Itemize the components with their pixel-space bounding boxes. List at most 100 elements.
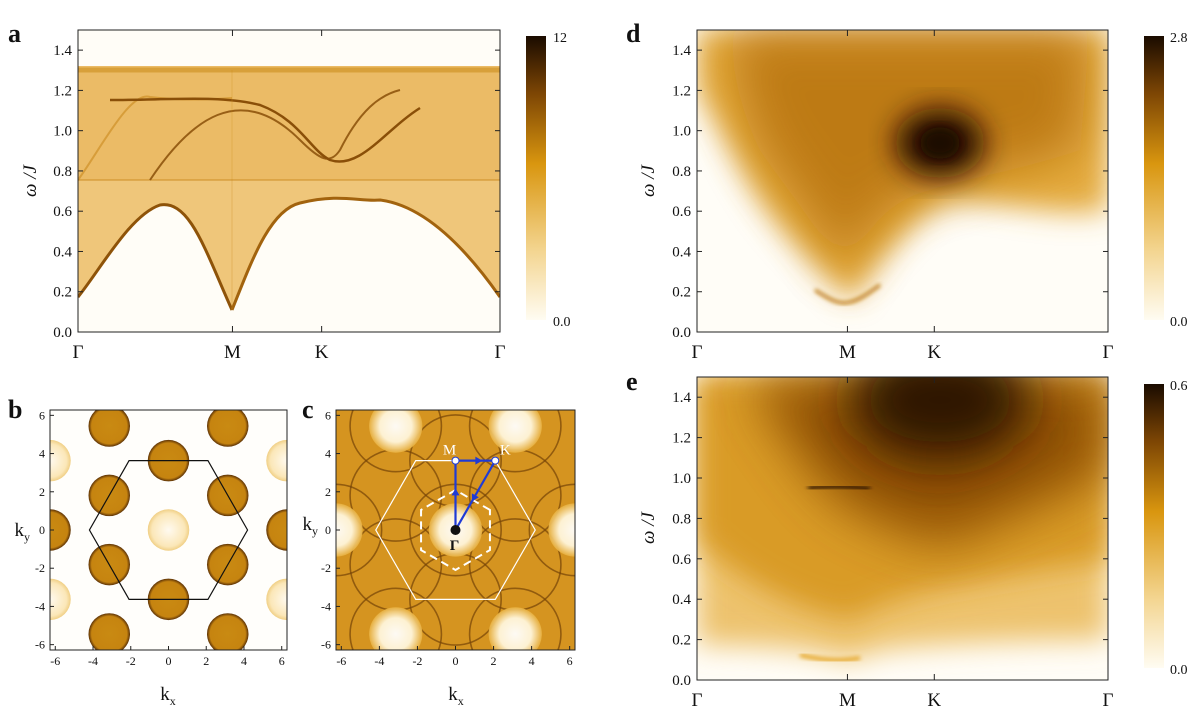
- x-tick-label: K: [927, 690, 941, 711]
- y-tick-label: 1.2: [672, 83, 691, 99]
- bright-region: [336, 503, 363, 557]
- y-axis-d: 0.0 0.2 0.4 0.6 0.8 1.0 1.2 1.4: [672, 43, 1108, 341]
- y-axis-label-a: ω /J: [20, 164, 41, 197]
- panel-d: d 0.0 0.2 0.4 0.6 0.8 1.0 1.2 1.4 ω /J Γ M K Γ 2.8…: [626, 19, 1188, 363]
- y-tick-label: 0.8: [672, 511, 691, 527]
- high-symmetry-path: Γ M K: [443, 443, 511, 554]
- circle-contour: [336, 483, 383, 577]
- heatmap-d: [697, 30, 1108, 332]
- y-tick-label: 0.6: [53, 204, 72, 220]
- panel-label-c: c: [302, 395, 314, 424]
- x-tick-label: -2: [412, 654, 422, 668]
- symmetry-label: Γ: [450, 538, 460, 554]
- y-tick-label: 1.4: [672, 390, 691, 406]
- y-tick-label: -4: [321, 599, 331, 613]
- colorbar-max-e: 0.6: [1170, 379, 1188, 394]
- intensity-spot: [266, 509, 287, 551]
- x-tick-label: 6: [567, 654, 573, 668]
- y-tick-label: 0: [325, 523, 331, 537]
- colorbar-d: [1144, 36, 1164, 320]
- y-tick-label: 1.0: [672, 471, 691, 487]
- path-arrow: [471, 493, 479, 502]
- colorbar-e: [1144, 384, 1164, 668]
- x-tick-label: K: [315, 342, 329, 363]
- heatmap-c: Γ M K: [336, 410, 575, 650]
- y-tick-label: 0.6: [672, 552, 691, 568]
- colorbar-a: [526, 36, 546, 320]
- panel-label-d: d: [626, 19, 641, 48]
- bright-region: [369, 410, 423, 453]
- panel-e: e 0.0 0.2 0.4 0.6 0.8 1.0 1.2 1.4 ω /J Γ M K Γ 0.6…: [626, 367, 1188, 711]
- circle-contour: [349, 587, 443, 650]
- circle-contour: [349, 410, 443, 473]
- x-tick-label: Γ: [495, 342, 506, 363]
- y-tick-label: 0.8: [672, 164, 691, 180]
- symmetry-point: [491, 456, 500, 465]
- y-tick-label: 1.4: [53, 43, 72, 59]
- y-tick-label: 0.2: [53, 285, 72, 301]
- circle-contour: [468, 587, 562, 650]
- x-tick-label: K: [927, 342, 941, 363]
- colorbar-max-d: 2.8: [1170, 31, 1188, 46]
- y-tick-label: 0.4: [672, 244, 691, 260]
- y-tick-label: 0.2: [672, 285, 691, 301]
- colorbar-min-a: 0.0: [553, 315, 571, 330]
- intensity-spot: [206, 410, 249, 447]
- x-tick-label: -6: [336, 654, 346, 668]
- y-axis-label-e: ω /J: [638, 511, 659, 544]
- heatmap-e: [697, 377, 1108, 680]
- circle-contour: [528, 483, 575, 577]
- x-tick-label: -2: [126, 654, 136, 668]
- bright-region: [488, 410, 542, 453]
- y-tick-label: 2: [325, 485, 331, 499]
- faint-spot: [50, 578, 71, 621]
- y-tick-label: 0.4: [53, 244, 72, 260]
- path-arrow: [475, 456, 483, 465]
- bright-region: [488, 607, 542, 650]
- path-arrow: [451, 488, 460, 496]
- axes-b: -6 -4 -2 0 2 4 6 -6 -4 -2 0 2 4 6: [35, 408, 285, 668]
- y-tick-label: 0.0: [672, 325, 691, 341]
- y-tick-label: -6: [321, 638, 331, 652]
- panel-label-b: b: [8, 395, 22, 424]
- x-tick-label: M: [839, 342, 856, 363]
- symmetry-label: K: [500, 443, 511, 459]
- heatmap-b: [50, 410, 287, 650]
- y-tick-label: 0.6: [672, 204, 691, 220]
- axes-c: -6 -4 -2 0 2 4 6 -6 -4 -2 0 2 4 6: [321, 408, 573, 668]
- y-tick-label: 1.0: [53, 124, 72, 140]
- y-tick-label: 0.2: [672, 633, 691, 649]
- x-tick-label: -4: [374, 654, 384, 668]
- y-tick-label: -6: [35, 638, 45, 652]
- y-tick-label: 0.0: [672, 673, 691, 689]
- symmetry-point: [451, 456, 460, 465]
- y-tick-label: 4: [325, 447, 331, 461]
- y-tick-label: 1.2: [53, 83, 72, 99]
- y-tick-label: -4: [35, 599, 45, 613]
- y-axis-label-d: ω /J: [638, 164, 659, 197]
- x-tick-label: Γ: [692, 342, 703, 363]
- y-tick-label: 0.8: [53, 164, 72, 180]
- y-tick-label: 6: [39, 408, 45, 422]
- heatmap-a: [78, 30, 500, 332]
- y-tick-label: 1.0: [672, 124, 691, 140]
- y-axis-label-c: ky: [303, 514, 319, 538]
- x-tick-label: 4: [529, 654, 535, 668]
- y-axis-label-b: ky: [15, 520, 31, 544]
- panel-b: b -6 -4 -2 0 2 4 6 -6 -4 -2 0 2 4 6 ky kx: [8, 395, 288, 708]
- brillouin-zone-b: [88, 460, 249, 600]
- x-tick-label: Γ: [73, 342, 84, 363]
- faint-spot: [50, 439, 71, 482]
- x-tick-label: 0: [453, 654, 459, 668]
- x-tick-label: 6: [279, 654, 285, 668]
- x-axis-label-b: kx: [160, 684, 176, 708]
- intensity-spot: [88, 613, 131, 650]
- x-tick-label: Γ: [692, 690, 703, 711]
- y-tick-label: -2: [321, 561, 331, 575]
- x-tick-label: 0: [166, 654, 172, 668]
- colorbar-max-a: 12: [553, 31, 567, 46]
- y-tick-label: 1.4: [672, 43, 691, 59]
